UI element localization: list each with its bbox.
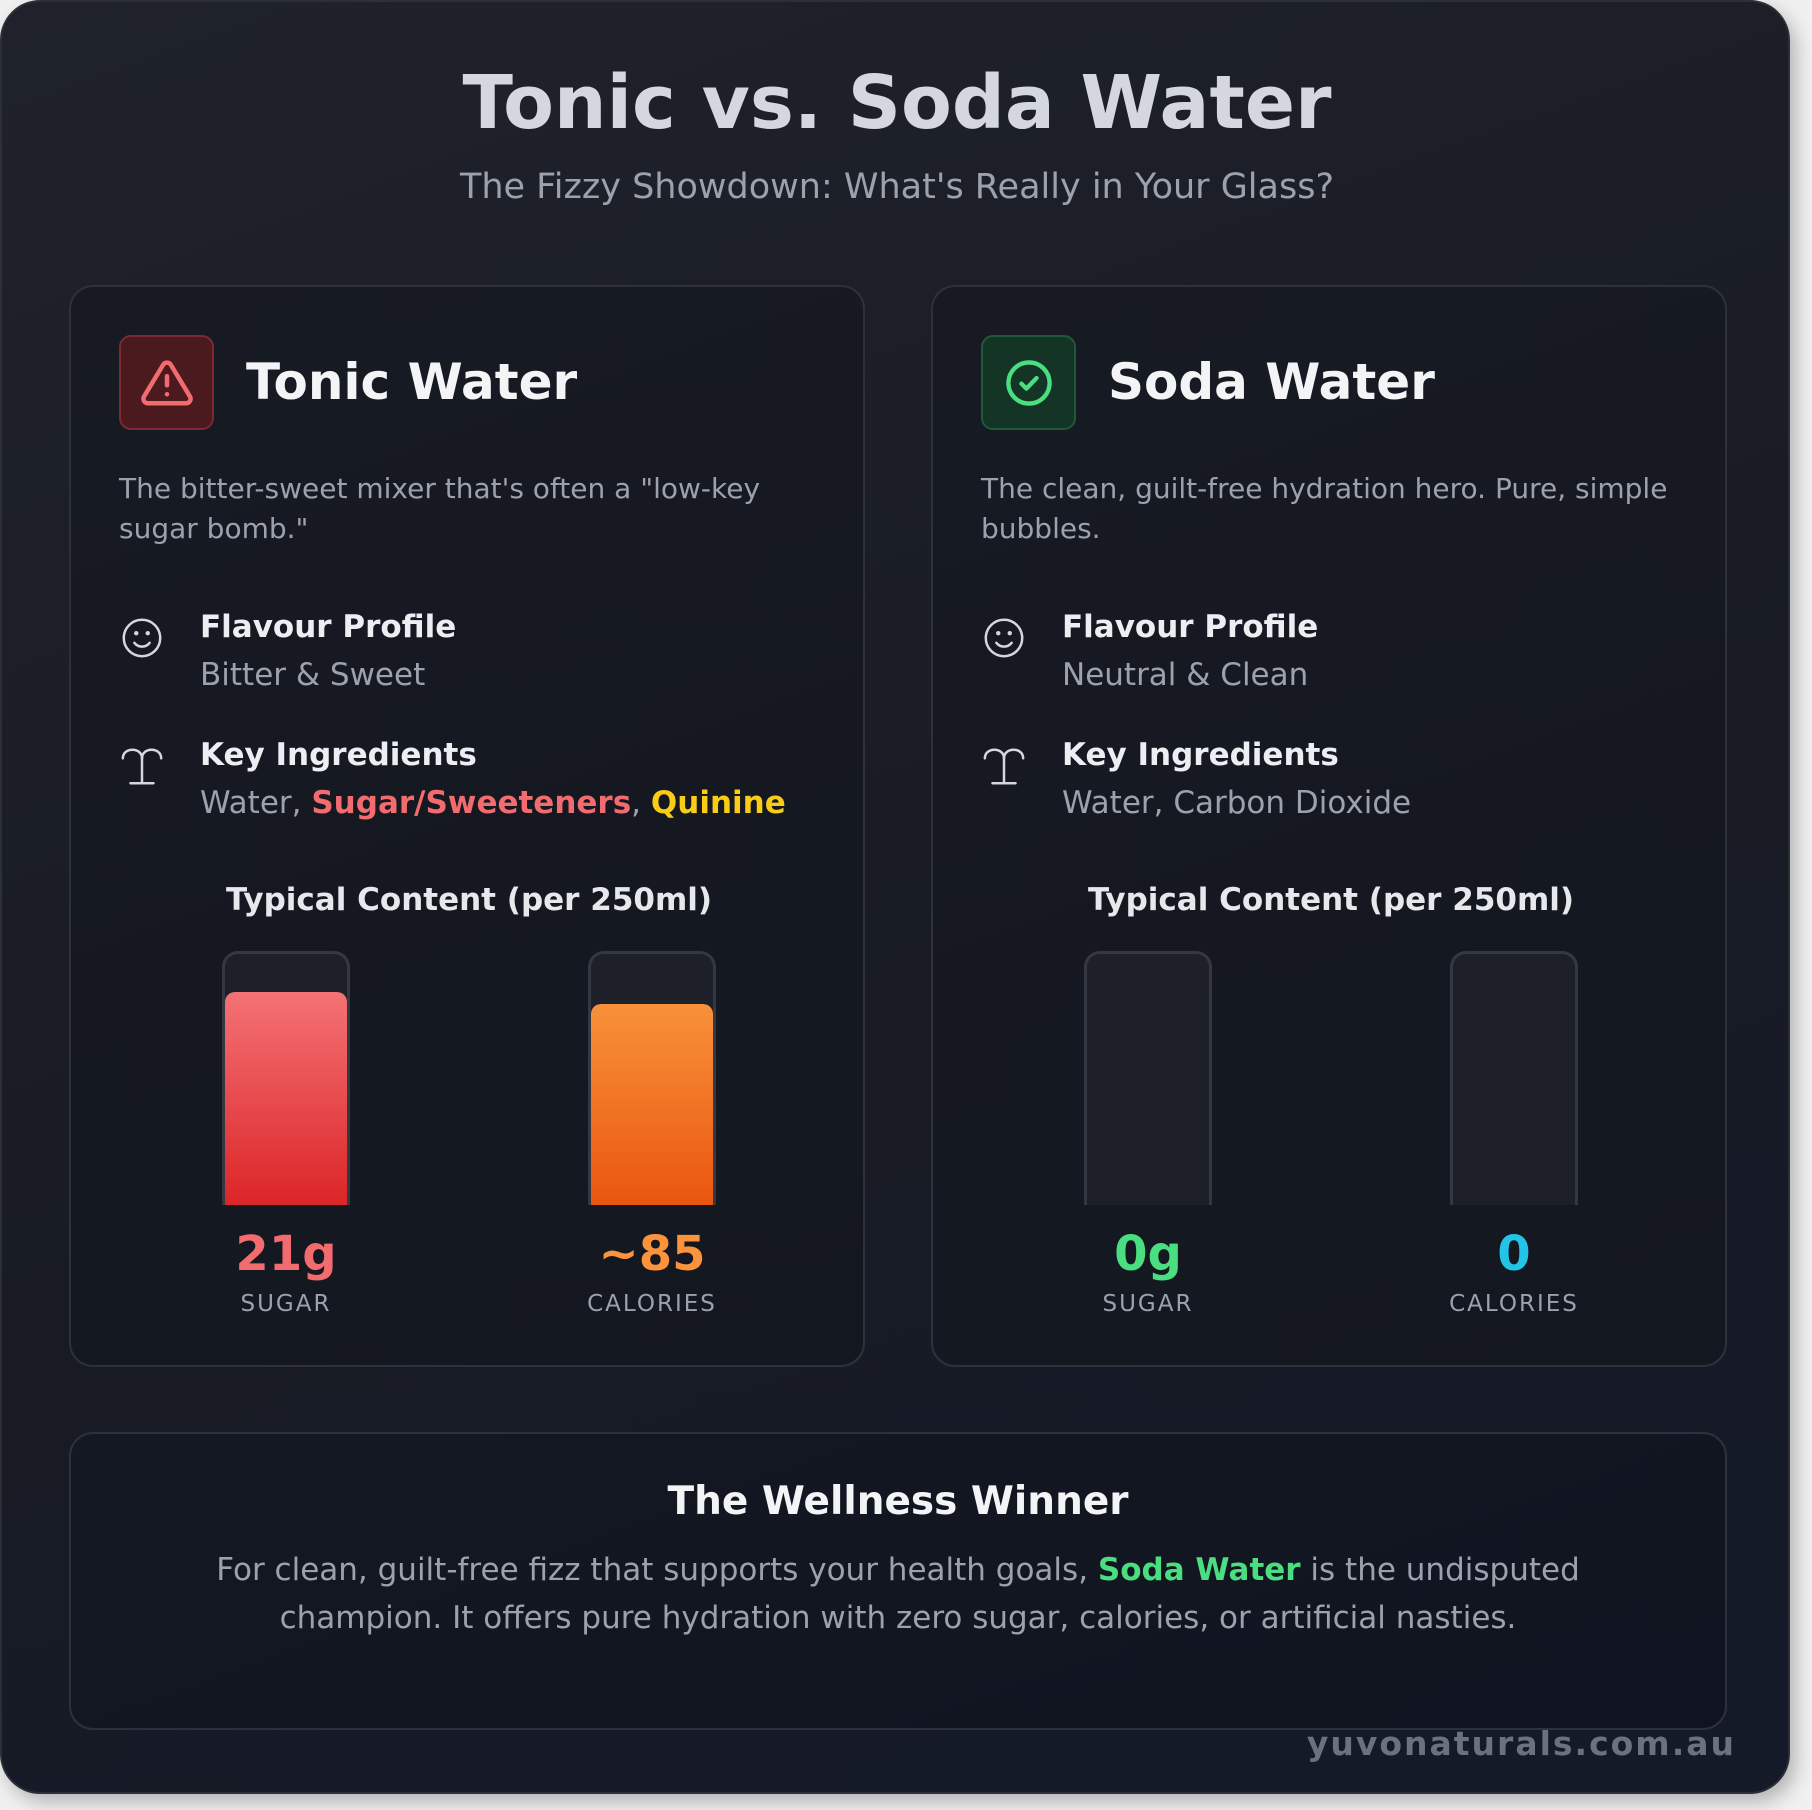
ingredients-value: Water, Sugar/Sweeteners, Quinine [200,785,786,821]
sugar-tube [222,951,350,1205]
winner-title: The Wellness Winner [667,1479,1129,1524]
calories-value: 0 [1497,1226,1531,1282]
ingredient-separator: , [631,785,651,821]
tonic-calories-meter: ~85 CALORIES [587,951,716,1317]
sugar-label: SUGAR [240,1291,332,1317]
soda-key-ingredients: Key Ingredients Water, Carbon Dioxide [981,737,1701,837]
tonic-water-card: Tonic Water The bitter-sweet mixer that'… [69,285,865,1367]
tonic-title: Tonic Water [246,353,578,411]
smiley-face-icon [122,618,162,658]
soda-flavour-profile: Flavour Profile Neutral & Clean [981,609,1701,709]
calories-label: CALORIES [587,1291,717,1317]
flavour-value: Neutral & Clean [1062,657,1309,693]
soda-content-title: Typical Content (per 250ml) [1087,882,1575,918]
soda-sugar-meter: 0g SUGAR [1084,951,1212,1317]
soda-description: The clean, guilt-free hydration hero. Pu… [981,472,1668,545]
winner-text-before: For clean, guilt-free fizz that supports… [216,1552,1098,1588]
calories-tube [588,951,716,1205]
ingredients-label: Key Ingredients [1062,737,1339,773]
tonic-flavour-profile: Flavour Profile Bitter & Sweet [119,609,839,709]
smiley-face-icon [984,618,1024,658]
flavour-label: Flavour Profile [200,609,457,645]
calories-label: CALORIES [1449,1291,1579,1317]
sugar-fill-bar [225,991,347,1205]
winner-text-after: is the undisputed champion. It offers pu… [279,1552,1580,1636]
ingredient-sugar-highlight: Sugar/Sweeteners [311,785,632,821]
sugar-label: SUGAR [1102,1291,1194,1317]
flavour-label: Flavour Profile [1062,609,1319,645]
ingredients-label: Key Ingredients [200,737,477,773]
calories-fill-bar [591,1004,713,1205]
tonic-content-title: Typical Content (per 250ml) [225,882,713,918]
sugar-tube [1084,951,1212,1205]
infographic-panel: Tonic vs. Soda Water The Fizzy Showdown:… [0,0,1790,1794]
fountain-icon [983,748,1025,785]
check-circle-icon [1005,359,1052,406]
calories-value: ~85 [598,1226,706,1282]
tonic-key-ingredients: Key Ingredients Water, Sugar/Sweeteners,… [119,737,839,837]
watermark: yuvonaturals.com.au [1306,1724,1736,1763]
sugar-value: 0g [1114,1226,1182,1282]
page-title: Tonic vs. Soda Water [462,60,1332,146]
tonic-icon-badge [119,335,214,430]
ingredient-quinine-highlight: Quinine [650,785,786,821]
soda-calories-meter: 0 CALORIES [1449,951,1578,1317]
fountain-icon [121,748,163,785]
winner-text: For clean, guilt-free fizz that supports… [211,1546,1585,1642]
sugar-value: 21g [235,1226,337,1282]
tonic-description: The bitter-sweet mixer that's often a "l… [119,472,761,545]
soda-title: Soda Water [1108,353,1435,411]
soda-water-card: Soda Water The clean, guilt-free hydrati… [931,285,1727,1367]
calories-tube [1450,951,1578,1205]
wellness-winner-card: The Wellness Winner For clean, guilt-fre… [69,1432,1727,1730]
winner-highlight: Soda Water [1097,1552,1301,1588]
ingredients-value: Water, Carbon Dioxide [1062,785,1412,821]
soda-icon-badge [981,335,1076,430]
page-subtitle: The Fizzy Showdown: What's Really in You… [459,167,1335,207]
tonic-sugar-meter: 21g SUGAR [222,951,350,1317]
ingredient-water: Water, [200,785,312,821]
warning-triangle-icon [140,359,193,405]
flavour-value: Bitter & Sweet [200,657,426,693]
